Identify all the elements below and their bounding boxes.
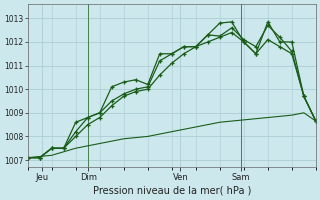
X-axis label: Pression niveau de la mer( hPa ): Pression niveau de la mer( hPa ) (92, 186, 251, 196)
